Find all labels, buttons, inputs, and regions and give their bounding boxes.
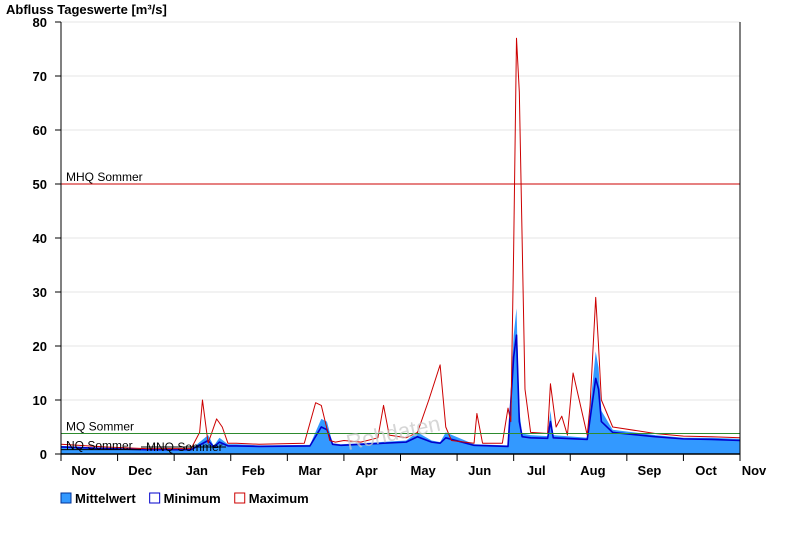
- x-tick-label: Nov: [71, 463, 96, 478]
- y-tick-label: 80: [33, 15, 47, 30]
- series-maximum-line: [60, 37, 741, 450]
- legend-swatch: [234, 492, 246, 504]
- x-tick-label: May: [410, 463, 436, 478]
- legend-swatch: [60, 492, 72, 504]
- x-tick-label: Oct: [695, 463, 717, 478]
- reference-line-label: NQ Sommer: [66, 439, 133, 453]
- x-tick-label: Apr: [355, 463, 377, 478]
- y-tick-label: 10: [33, 393, 47, 408]
- x-tick-label: Nov: [742, 463, 767, 478]
- x-tick-label: Sep: [638, 463, 662, 478]
- x-tick-label: Jun: [468, 463, 491, 478]
- legend-label: Mittelwert: [75, 491, 136, 506]
- reference-line-label: MHQ Sommer: [66, 170, 143, 184]
- y-tick-label: 70: [33, 69, 47, 84]
- series-mittelwert-area: [61, 308, 740, 454]
- reference-line-label: MQ Sommer: [66, 419, 134, 433]
- reference-line-label: MNQ Sommer: [146, 440, 223, 454]
- x-tick-label: Mar: [298, 463, 321, 478]
- y-tick-label: 50: [33, 177, 47, 192]
- y-tick-label: 0: [40, 447, 47, 462]
- y-tick-label: 40: [33, 231, 47, 246]
- chart-title: Abfluss Tageswerte [m³/s]: [6, 2, 167, 17]
- x-tick-label: Jul: [527, 463, 546, 478]
- y-tick-label: 60: [33, 123, 47, 138]
- x-tick-label: Dec: [128, 463, 152, 478]
- series-minimum-line: [60, 334, 741, 451]
- legend-label: Maximum: [249, 491, 309, 506]
- y-tick-label: 20: [33, 339, 47, 354]
- x-tick-label: Feb: [242, 463, 265, 478]
- legend-swatch: [149, 492, 161, 504]
- y-tick-label: 30: [33, 285, 47, 300]
- legend-label: Minimum: [164, 491, 221, 506]
- x-tick-label: Jan: [186, 463, 208, 478]
- x-tick-label: Aug: [580, 463, 605, 478]
